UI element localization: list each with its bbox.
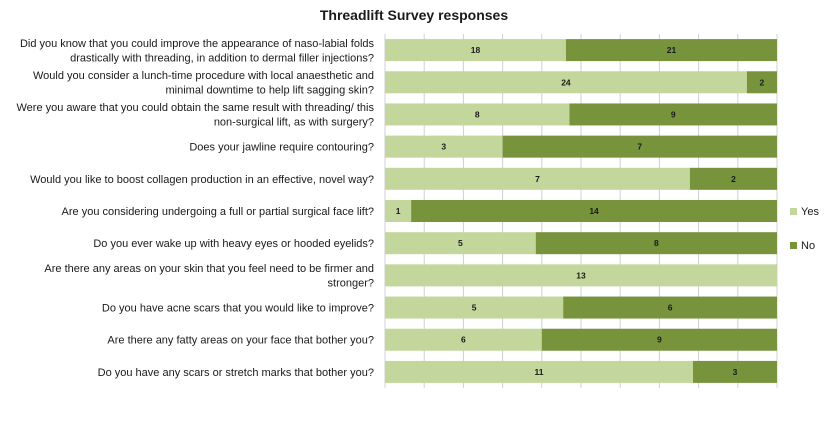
- category-label: Do you have acne scars that you would li…: [102, 303, 374, 315]
- category-label-line: stronger?: [328, 278, 374, 290]
- data-label-yes: 8: [475, 109, 480, 119]
- bar-no: [565, 39, 777, 62]
- bar-yes: [385, 200, 412, 222]
- data-label-no: 9: [657, 335, 662, 345]
- bar-yes: [385, 264, 777, 287]
- data-label-yes: 5: [472, 303, 477, 313]
- data-label-no: 6: [668, 303, 673, 313]
- data-label-no: 8: [654, 238, 659, 248]
- category-label-line: minimal downtime to help lift sagging sk…: [166, 85, 375, 97]
- category-label-line: drastically with threading, in addition …: [70, 52, 374, 64]
- data-label-no: 7: [637, 142, 642, 152]
- bar-no: [502, 135, 777, 158]
- data-label-no: 9: [671, 109, 676, 119]
- category-label-line: Are there any fatty areas on your face t…: [107, 335, 374, 347]
- bar-yes: [385, 71, 747, 94]
- category-label-line: Are you considering undergoing a full or…: [62, 206, 374, 218]
- bar-no: [563, 296, 777, 319]
- category-label-line: Are there any areas on your skin that yo…: [44, 263, 374, 275]
- bar-yes: [385, 232, 536, 255]
- category-label: Are you considering undergoing a full or…: [62, 206, 374, 218]
- bar-no: [693, 360, 777, 383]
- data-label-no: 21: [667, 45, 677, 55]
- legend-label-no: No: [801, 240, 815, 252]
- legend-swatch-yes: [790, 208, 797, 215]
- category-label-line: Do you have any scars or stretch marks t…: [98, 367, 374, 379]
- bar-yes: [385, 103, 570, 126]
- category-label-line: Would you like to boost collagen product…: [30, 174, 374, 186]
- category-label-line: Would you consider a lunch-time procedur…: [33, 70, 374, 82]
- data-label-yes: 13: [576, 270, 586, 280]
- category-label-line: Do you have acne scars that you would li…: [102, 303, 374, 315]
- bar-no: [746, 71, 777, 94]
- data-label-yes: 3: [441, 142, 446, 152]
- bar-no: [535, 232, 777, 255]
- data-label-no: 14: [589, 206, 599, 216]
- category-label-line: non-surgical lift, as with surgery?: [214, 117, 374, 129]
- category-label: Are there any areas on your skin that yo…: [44, 263, 374, 290]
- category-label: Would you consider a lunch-time procedur…: [33, 70, 374, 97]
- category-label-line: Does your jawline require contouring?: [189, 142, 374, 154]
- data-label-yes: 24: [561, 77, 571, 87]
- bar-no: [541, 328, 777, 351]
- bar-no: [689, 167, 777, 190]
- category-label: Do you have any scars or stretch marks t…: [98, 367, 374, 379]
- data-label-yes: 18: [471, 45, 481, 55]
- category-label: Would you like to boost collagen product…: [30, 174, 374, 186]
- data-label-yes: 6: [461, 335, 466, 345]
- bar-no: [569, 103, 777, 126]
- bar-yes: [385, 296, 564, 319]
- bar-yes: [385, 328, 542, 351]
- bar-yes: [385, 135, 503, 158]
- data-label-yes: 7: [535, 174, 540, 184]
- bar-no: [411, 200, 777, 222]
- data-label-yes: 5: [458, 238, 463, 248]
- bar-yes: [385, 360, 693, 383]
- data-label-yes: 1: [396, 206, 401, 216]
- legend-label-yes: Yes: [801, 206, 819, 218]
- category-label-line: Do you ever wake up with heavy eyes or h…: [93, 238, 374, 250]
- category-label: Do you ever wake up with heavy eyes or h…: [93, 238, 374, 250]
- data-label-no: 3: [733, 367, 738, 377]
- legend: Yes No: [790, 206, 819, 252]
- bar-yes: [385, 167, 690, 190]
- category-label: Are there any fatty areas on your face t…: [107, 335, 374, 347]
- chart-title: Threadlift Survey responses: [319, 7, 509, 23]
- data-label-no: 2: [760, 77, 765, 87]
- category-label-line: Did you know that you could improve the …: [20, 38, 375, 50]
- data-label-yes: 11: [535, 367, 544, 377]
- category-label: Did you know that you could improve the …: [20, 38, 375, 65]
- data-label-no: 2: [731, 174, 736, 184]
- category-label: Does your jawline require contouring?: [189, 142, 374, 154]
- legend-swatch-no: [790, 242, 797, 249]
- category-label-line: Were you aware that you could obtain the…: [17, 102, 375, 114]
- bar-yes: [385, 39, 566, 62]
- category-label: Were you aware that you could obtain the…: [17, 102, 375, 129]
